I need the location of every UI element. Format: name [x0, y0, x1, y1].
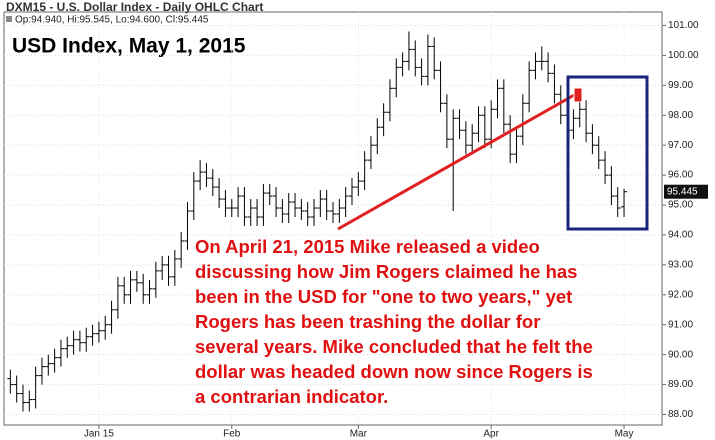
- y-tick-label: 88.00: [668, 409, 693, 420]
- annotation-line: On April 21, 2015 Mike released a video: [195, 236, 540, 257]
- trend-line: [337, 92, 577, 231]
- plot-frame: [3, 11, 663, 426]
- marker: [573, 87, 583, 103]
- y-tick-label: 91.00: [668, 319, 693, 330]
- x-tick-label: Jan 15: [84, 429, 114, 440]
- annotation-line: been in the USD for "one to two years," …: [195, 286, 572, 307]
- y-tick-label: 98.00: [668, 110, 693, 121]
- annotation-line: Rogers has been trashing the dollar for: [195, 311, 540, 332]
- highlight-box: [566, 75, 649, 231]
- y-tick-label: 101.00: [668, 20, 699, 31]
- x-tick-label: Apr: [483, 429, 499, 440]
- y-tick-label: 95.00: [668, 200, 693, 211]
- x-tick-label: May: [615, 429, 634, 440]
- y-tick-label: 90.00: [668, 349, 693, 360]
- x-tick-label: Feb: [223, 429, 241, 440]
- y-tick-label: 94.00: [668, 230, 693, 241]
- y-tick-label: 93.00: [668, 260, 693, 271]
- last-price-label: 95.445: [667, 186, 698, 197]
- chart-title: USD Index, May 1, 2015: [12, 35, 246, 58]
- y-tick-label: 89.00: [668, 379, 693, 390]
- info-icon: [6, 16, 12, 22]
- y-tick-label: 100.00: [668, 50, 699, 61]
- annotation-line: several years. Mike concluded that he fe…: [195, 336, 593, 357]
- bars: [7, 31, 628, 412]
- last-price-box: [664, 184, 708, 199]
- annotation-line: dollar was headed down now since Rogers …: [195, 361, 593, 382]
- y-tick-label: 92.00: [668, 289, 693, 300]
- grid: 88.00 89.00 90.00 91.00 92.00 93.00 94.00 95.00…: [4, 12, 708, 440]
- x-tick-label: Mar: [350, 429, 368, 440]
- y-tick-label: 99.00: [668, 80, 693, 91]
- annotation: On April 21, 2015 Mike released a video d…: [195, 236, 593, 407]
- chart-header: DXM15 - U.S. Dollar Index - Daily OHLC C…: [6, 0, 263, 14]
- overlay: [337, 75, 649, 231]
- y-tick-label: 97.00: [668, 140, 693, 151]
- annotation-line: a contrarian indicator.: [195, 386, 388, 407]
- info-line: Op:94.940, Hi:95.545, Lo:94.600, Cl:95.4…: [15, 15, 209, 26]
- annotation-line: discussing how Jim Rogers claimed he has: [195, 261, 577, 282]
- y-tick-label: 96.00: [668, 170, 693, 181]
